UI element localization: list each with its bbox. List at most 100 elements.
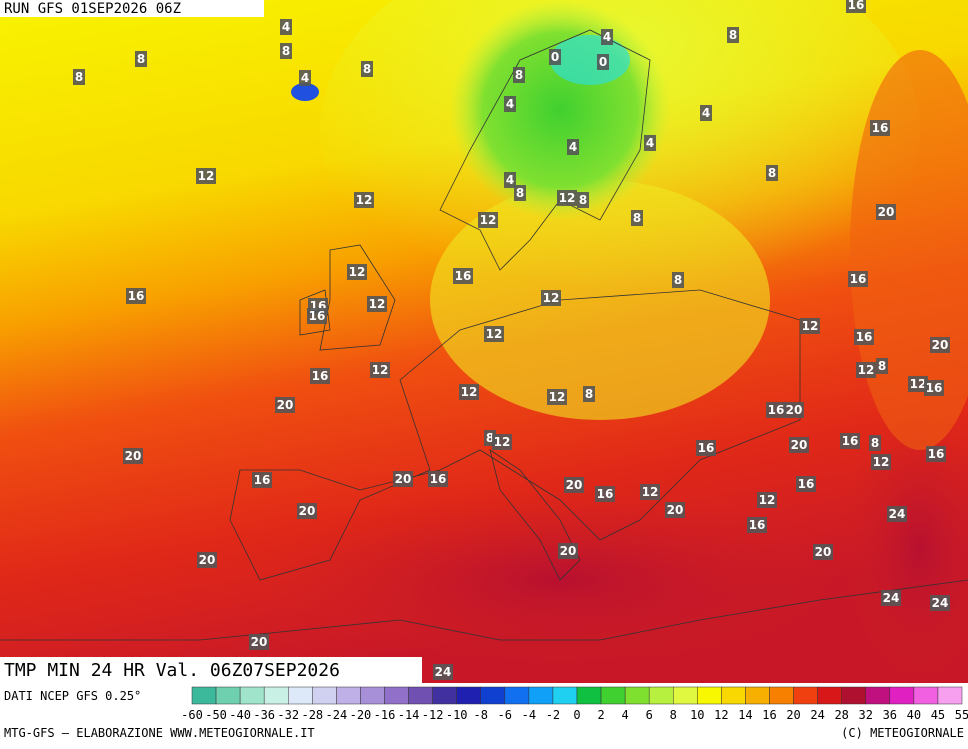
temp-label: 0 bbox=[599, 55, 607, 69]
run-title: RUN GFS 01SEP2026 06Z bbox=[4, 1, 181, 17]
temp-label: 8 bbox=[729, 28, 737, 42]
label-box bbox=[848, 271, 868, 287]
label-box bbox=[595, 486, 615, 502]
temp-label: 4 bbox=[702, 106, 710, 120]
product-box bbox=[0, 657, 422, 683]
label-box bbox=[876, 358, 888, 374]
colorbar-label: -28 bbox=[301, 708, 323, 722]
label-box bbox=[123, 448, 143, 464]
temp-label: 16 bbox=[698, 441, 715, 455]
temp-label: 16 bbox=[928, 447, 945, 461]
label-box bbox=[354, 192, 374, 208]
label-box bbox=[869, 435, 881, 451]
colorbar-label: 16 bbox=[762, 708, 776, 722]
color-swatch bbox=[288, 686, 313, 705]
color-swatch bbox=[360, 686, 385, 705]
temp-label: 0 bbox=[551, 50, 559, 64]
temp-label: 16 bbox=[254, 473, 271, 487]
colorbar-label: -40 bbox=[229, 708, 251, 722]
temp-label: 16 bbox=[850, 272, 867, 286]
color-swatch bbox=[576, 686, 602, 705]
temp-label: 16 bbox=[128, 289, 145, 303]
label-box bbox=[644, 135, 656, 151]
temp-label: 20 bbox=[566, 478, 583, 492]
label-box bbox=[297, 503, 317, 519]
credit: MTG-GFS — ELABORAZIONE WWW.METEOGIORNALE… bbox=[4, 726, 315, 740]
color-swatch bbox=[504, 686, 530, 705]
temp-label: 12 bbox=[642, 485, 659, 499]
label-box bbox=[249, 634, 269, 650]
temp-label: 24 bbox=[435, 665, 452, 679]
label-box bbox=[631, 210, 643, 226]
label-box bbox=[757, 492, 777, 508]
temp-label: 12 bbox=[873, 455, 890, 469]
colorbar-label: 32 bbox=[859, 708, 873, 722]
colorbar-label: -60 bbox=[181, 708, 203, 722]
label-box bbox=[796, 476, 816, 492]
temp-label: 12 bbox=[858, 363, 875, 377]
label-box bbox=[747, 517, 767, 533]
temp-label: 8 bbox=[768, 166, 776, 180]
color-swatch bbox=[817, 686, 842, 705]
temp-label: 20 bbox=[932, 338, 949, 352]
temp-label: 8 bbox=[363, 62, 371, 76]
label-box bbox=[846, 0, 866, 13]
label-box bbox=[881, 590, 901, 606]
label-box bbox=[577, 192, 589, 208]
temp-label: 16 bbox=[872, 121, 889, 135]
temp-label: 24 bbox=[889, 507, 906, 521]
color-swatch bbox=[769, 686, 794, 705]
label-box bbox=[766, 165, 778, 181]
temp-label: 12 bbox=[759, 493, 776, 507]
temp-label: 16 bbox=[430, 472, 447, 486]
temp-label: 8 bbox=[871, 436, 879, 450]
label-box bbox=[800, 318, 820, 334]
label-box bbox=[789, 437, 809, 453]
label-box bbox=[700, 105, 712, 121]
temp-label: 12 bbox=[356, 193, 373, 207]
color-swatch bbox=[263, 686, 289, 705]
label-box bbox=[453, 268, 473, 284]
color-swatch bbox=[432, 686, 457, 705]
color-swatch bbox=[721, 686, 746, 705]
color-swatch bbox=[456, 686, 481, 705]
colorbar-label: 6 bbox=[646, 708, 653, 722]
label-box bbox=[514, 185, 526, 201]
colorbar-label: 2 bbox=[597, 708, 604, 722]
label-box bbox=[484, 326, 504, 342]
temp-label: 16 bbox=[768, 403, 785, 417]
temp-label: 16 bbox=[842, 434, 859, 448]
label-box bbox=[564, 477, 584, 493]
colorbar-label: -8 bbox=[474, 708, 488, 722]
source: DATI NCEP GFS 0.25° bbox=[4, 689, 141, 703]
label-box bbox=[280, 19, 292, 35]
label-box bbox=[930, 337, 950, 353]
label-box bbox=[307, 308, 327, 324]
label-box bbox=[310, 368, 330, 384]
label-box bbox=[361, 61, 373, 77]
label-box bbox=[727, 27, 739, 43]
temp-label: 8 bbox=[515, 68, 523, 82]
temp-label: 4 bbox=[603, 30, 611, 44]
temp-label: 16 bbox=[597, 487, 614, 501]
label-box bbox=[73, 69, 85, 85]
color-swatch bbox=[312, 686, 337, 705]
temp-label: 20 bbox=[395, 472, 412, 486]
label-box bbox=[665, 502, 685, 518]
label-box bbox=[784, 402, 804, 418]
colorbar-label: -24 bbox=[326, 708, 348, 722]
color-swatch bbox=[648, 686, 674, 705]
label-box bbox=[926, 446, 946, 462]
color-swatch bbox=[336, 686, 361, 705]
temp-label: 4 bbox=[569, 140, 577, 154]
colorbar-label: 45 bbox=[931, 708, 945, 722]
color-swatch bbox=[865, 686, 891, 705]
colorbar-label: -4 bbox=[522, 708, 536, 722]
color-swatch bbox=[745, 686, 770, 705]
temp-label: 8 bbox=[633, 211, 641, 225]
temp-label: 8 bbox=[282, 44, 290, 58]
label-box bbox=[504, 172, 516, 188]
label-box bbox=[557, 190, 577, 206]
label-box bbox=[196, 168, 216, 184]
